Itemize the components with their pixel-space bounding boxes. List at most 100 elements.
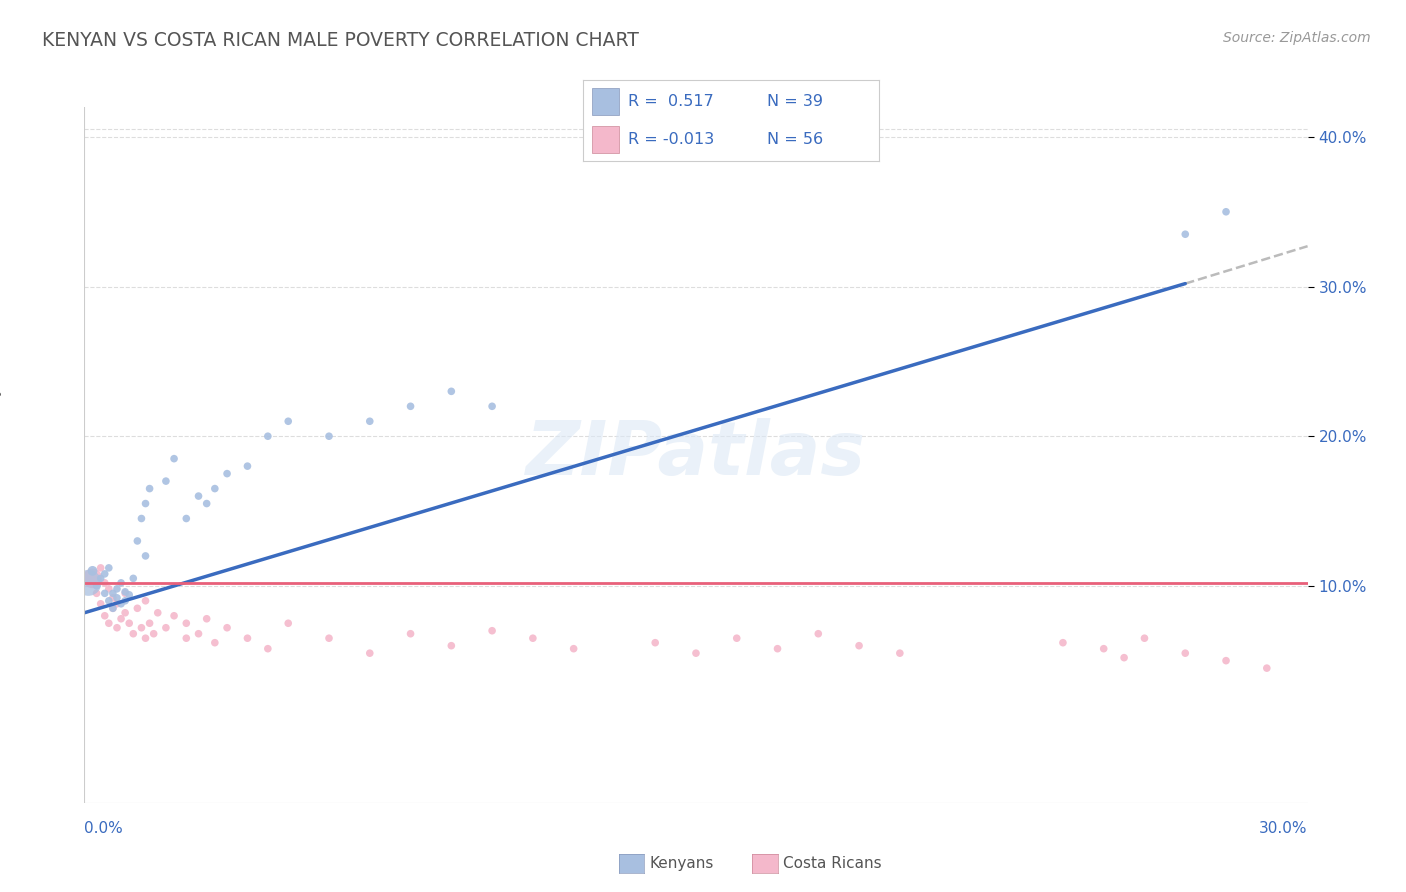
Point — [1052, 636, 1074, 650]
Point — [93, 575, 117, 590]
Point — [138, 482, 160, 496]
Point — [176, 616, 198, 631]
Point — [101, 586, 124, 600]
Point — [127, 601, 149, 615]
Point — [562, 641, 585, 656]
Point — [101, 601, 124, 615]
Point — [1092, 641, 1115, 656]
Point — [155, 474, 177, 488]
Point — [257, 641, 280, 656]
Point — [1133, 631, 1156, 645]
Text: KENYAN VS COSTA RICAN MALE POVERTY CORRELATION CHART: KENYAN VS COSTA RICAN MALE POVERTY CORRE… — [42, 31, 640, 50]
Point — [82, 564, 104, 578]
Point — [204, 636, 226, 650]
Point — [644, 636, 666, 650]
Point — [93, 586, 117, 600]
Point — [440, 639, 463, 653]
Point — [440, 384, 463, 399]
Point — [82, 571, 104, 585]
Point — [889, 646, 911, 660]
Text: R =  0.517: R = 0.517 — [627, 94, 713, 109]
Point — [93, 608, 117, 623]
Point — [86, 586, 108, 600]
Point — [118, 588, 141, 602]
Point — [522, 631, 544, 645]
Point — [135, 594, 157, 608]
Point — [277, 616, 299, 631]
Point — [318, 429, 340, 443]
Text: Kenyans: Kenyans — [650, 856, 714, 871]
Point — [236, 631, 259, 645]
Text: Source: ZipAtlas.com: Source: ZipAtlas.com — [1223, 31, 1371, 45]
Point — [131, 511, 153, 525]
Point — [359, 646, 381, 660]
Point — [77, 575, 100, 590]
Point — [138, 616, 160, 631]
Point — [236, 459, 259, 474]
Point — [101, 591, 124, 605]
Point — [127, 533, 149, 548]
Point — [118, 616, 141, 631]
Point — [105, 597, 128, 611]
Point — [114, 594, 136, 608]
Point — [1215, 204, 1237, 219]
Text: Costa Ricans: Costa Ricans — [783, 856, 882, 871]
Point — [1174, 227, 1197, 242]
Point — [359, 414, 381, 428]
Point — [257, 429, 280, 443]
Point — [90, 597, 112, 611]
Point — [131, 621, 153, 635]
Point — [105, 591, 128, 605]
Point — [187, 489, 209, 503]
Point — [135, 631, 157, 645]
FancyBboxPatch shape — [592, 126, 619, 153]
Point — [97, 561, 120, 575]
Point — [155, 621, 177, 635]
Point — [163, 451, 186, 466]
Point — [195, 497, 218, 511]
Point — [114, 606, 136, 620]
Text: 0.0%: 0.0% — [84, 821, 124, 836]
Point — [90, 571, 112, 585]
Point — [135, 497, 157, 511]
Text: N = 39: N = 39 — [766, 94, 823, 109]
Point — [399, 626, 422, 640]
Point — [97, 616, 120, 631]
Point — [110, 612, 132, 626]
Point — [97, 582, 120, 596]
Point — [135, 549, 157, 563]
Text: 30.0%: 30.0% — [1260, 821, 1308, 836]
Point — [97, 594, 120, 608]
Point — [481, 624, 503, 638]
Point — [187, 626, 209, 640]
Text: R = -0.013: R = -0.013 — [627, 132, 714, 147]
Point — [90, 561, 112, 575]
Text: ZIPatlas: ZIPatlas — [526, 418, 866, 491]
Point — [766, 641, 789, 656]
Point — [86, 579, 108, 593]
Point — [217, 621, 239, 635]
Point — [93, 566, 117, 581]
Point — [217, 467, 239, 481]
Point — [481, 399, 503, 413]
Point — [685, 646, 707, 660]
Point — [204, 482, 226, 496]
Point — [110, 575, 132, 590]
Point — [101, 601, 124, 615]
Point — [848, 639, 870, 653]
Point — [399, 399, 422, 413]
Point — [807, 626, 830, 640]
FancyBboxPatch shape — [592, 88, 619, 115]
Point — [1215, 654, 1237, 668]
Point — [1114, 650, 1136, 665]
Point — [114, 586, 136, 600]
Point — [725, 631, 748, 645]
Point — [1256, 661, 1278, 675]
Point — [176, 631, 198, 645]
Text: N = 56: N = 56 — [766, 132, 823, 147]
Point — [277, 414, 299, 428]
Point — [142, 626, 165, 640]
Point — [110, 597, 132, 611]
Point — [105, 582, 128, 596]
Point — [122, 626, 145, 640]
